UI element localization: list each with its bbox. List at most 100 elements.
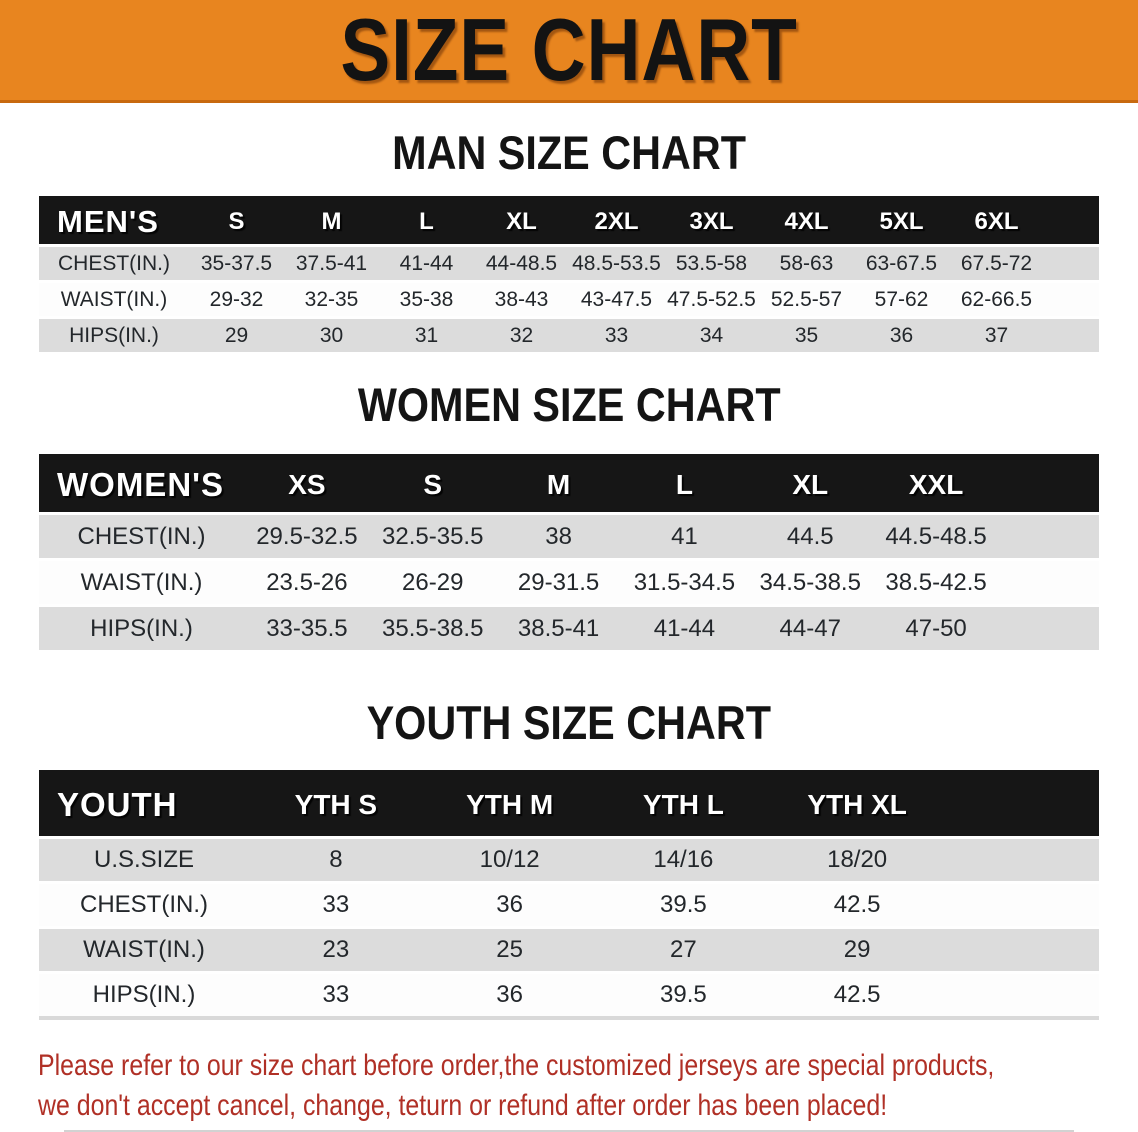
row-label: HIPS(IN.)	[69, 323, 159, 347]
youth-col-header-s: YTH S	[294, 789, 378, 820]
size-cell: 38-43	[494, 287, 549, 311]
men-section-heading: MAN SIZE CHART	[0, 128, 1138, 178]
size-cell: 44-47	[779, 614, 841, 642]
youth-chest-row: CHEST(IN.) 33 36 39.5 42.5	[39, 884, 1099, 926]
row-label: WAIST(IN.)	[83, 936, 205, 963]
size-cell: 52.5-57	[770, 287, 843, 311]
size-cell: 38.5-41	[517, 614, 600, 642]
size-cell: 57-62	[874, 287, 929, 311]
youth-table-header: YOUTH YTH S YTH M YTH L YTH XL	[39, 774, 1099, 836]
size-cell: 44.5-48.5	[885, 522, 987, 550]
size-cell: 32-35	[304, 287, 359, 311]
size-cell: 31.5-34.5	[633, 568, 736, 596]
size-cell: 27	[670, 936, 697, 963]
size-cell: 32.5-35.5	[382, 522, 484, 550]
banner: SIZE CHART	[0, 0, 1138, 103]
size-cell: 33	[322, 981, 350, 1008]
size-cell: 29.5-32.5	[256, 522, 358, 550]
men-chest-row: CHEST(IN.) 35-37.5 37.5-41 41-44 44-48.5…	[39, 247, 1099, 280]
women-col-header-xs: XS	[288, 469, 326, 500]
size-cell: 8	[329, 846, 343, 873]
size-cell: 58-63	[779, 251, 834, 275]
size-cell: 26-29	[402, 568, 464, 596]
size-cell: 41-44	[399, 251, 454, 275]
youth-section-heading-text: YOUTH SIZE CHART	[366, 696, 772, 749]
youth-corner-label: YOUTH	[57, 786, 178, 823]
size-cell: 35	[794, 323, 819, 347]
youth-size-table: YOUTH YTH S YTH M YTH L YTH XL U.S.SIZE …	[39, 770, 1099, 1020]
size-cell: 36	[496, 981, 523, 1008]
men-col-header-4xl: 4XL	[784, 208, 829, 235]
women-chest-row: CHEST(IN.) 29.5-32.5 32.5-35.5 38 41 44.…	[39, 515, 1099, 558]
note-line-2: we don't accept cancel, change, teturn o…	[38, 1089, 888, 1122]
size-cell: 31	[414, 323, 439, 347]
bottom-divider	[64, 1130, 1074, 1132]
women-corner-label: WOMEN'S	[57, 466, 225, 503]
size-cell: 39.5	[660, 981, 707, 1008]
size-cell: 62-66.5	[960, 287, 1033, 311]
youth-waist-row: WAIST(IN.) 23 25 27 29	[39, 929, 1099, 971]
size-cell: 67.5-72	[960, 251, 1033, 275]
note-line-2-row: we don't accept cancel, change, teturn o…	[38, 1086, 1138, 1126]
size-cell: 36	[889, 323, 914, 347]
size-cell: 44.5	[786, 522, 834, 550]
size-cell: 33	[322, 891, 350, 918]
size-cell: 44-48.5	[485, 251, 558, 275]
size-cell: 35-38	[399, 287, 454, 311]
size-cell: 42.5	[833, 891, 881, 918]
size-cell: 41	[671, 522, 698, 550]
women-table-header: WOMEN'S XS S M L XL XXL	[39, 458, 1099, 512]
size-cell: 23.5-26	[266, 568, 348, 596]
size-cell: 47-50	[905, 614, 967, 642]
size-cell: 37.5-41	[295, 251, 368, 275]
size-cell: 42.5	[833, 981, 881, 1008]
women-hips-row: HIPS(IN.) 33-35.5 35.5-38.5 38.5-41 41-4…	[39, 607, 1099, 650]
men-col-header-s: S	[228, 208, 245, 235]
women-section-heading: WOMEN SIZE CHART	[0, 380, 1138, 430]
size-cell: 63-67.5	[865, 251, 938, 275]
men-col-header-6xl: 6XL	[974, 208, 1019, 235]
size-cell: 34.5-38.5	[759, 568, 861, 596]
size-cell: 29	[224, 323, 249, 347]
size-cell: 23	[322, 936, 350, 963]
size-cell: 37	[984, 323, 1009, 347]
disclaimer-note: Please refer to our size chart before or…	[38, 1046, 1138, 1126]
size-cell: 34	[699, 323, 724, 347]
size-cell: 25	[496, 936, 523, 963]
size-cell: 53.5-58	[675, 251, 748, 275]
size-cell: 35-37.5	[200, 251, 273, 275]
row-label: WAIST(IN.)	[80, 568, 203, 596]
men-col-header-m: M	[321, 208, 342, 235]
men-table-header: MEN'S S M L XL 2XL 3XL 4XL 5XL 6XL	[39, 200, 1099, 244]
size-cell: 36	[496, 891, 523, 918]
women-col-header-l: L	[675, 469, 693, 500]
youth-col-header-xl: YTH XL	[807, 789, 907, 820]
size-cell: 33	[604, 323, 629, 347]
women-waist-row: WAIST(IN.) 23.5-26 26-29 29-31.5 31.5-34…	[39, 561, 1099, 604]
men-col-header-xl: XL	[506, 208, 537, 235]
size-cell: 29-32	[209, 287, 264, 311]
men-hips-row: HIPS(IN.) 29 30 31 32 33 34 35 36 37	[39, 319, 1099, 352]
size-cell: 18/20	[827, 846, 888, 873]
row-label: HIPS(IN.)	[92, 981, 196, 1008]
size-cell: 29-31.5	[517, 568, 600, 596]
youth-hips-row: HIPS(IN.) 33 36 39.5 42.5	[39, 974, 1099, 1016]
youth-section-heading: YOUTH SIZE CHART	[0, 698, 1138, 748]
row-label: CHEST(IN.)	[80, 891, 208, 918]
women-col-header-xxl: XXL	[908, 469, 964, 500]
size-cell: 32	[509, 323, 534, 347]
women-col-header-xl: XL	[792, 469, 829, 500]
size-cell: 35.5-38.5	[382, 614, 484, 642]
women-col-header-m: M	[546, 469, 571, 500]
size-cell: 33-35.5	[266, 614, 348, 642]
men-col-header-2xl: 2XL	[594, 208, 639, 235]
men-section-heading-text: MAN SIZE CHART	[392, 126, 746, 179]
size-cell: 38	[545, 522, 572, 550]
page-title: SIZE CHART	[340, 0, 798, 99]
size-cell: 38.5-42.5	[885, 568, 987, 596]
size-cell: 43-47.5	[580, 287, 653, 311]
women-col-header-s: S	[423, 469, 443, 500]
men-col-header-l: L	[419, 208, 434, 235]
size-cell: 10/12	[479, 846, 540, 873]
